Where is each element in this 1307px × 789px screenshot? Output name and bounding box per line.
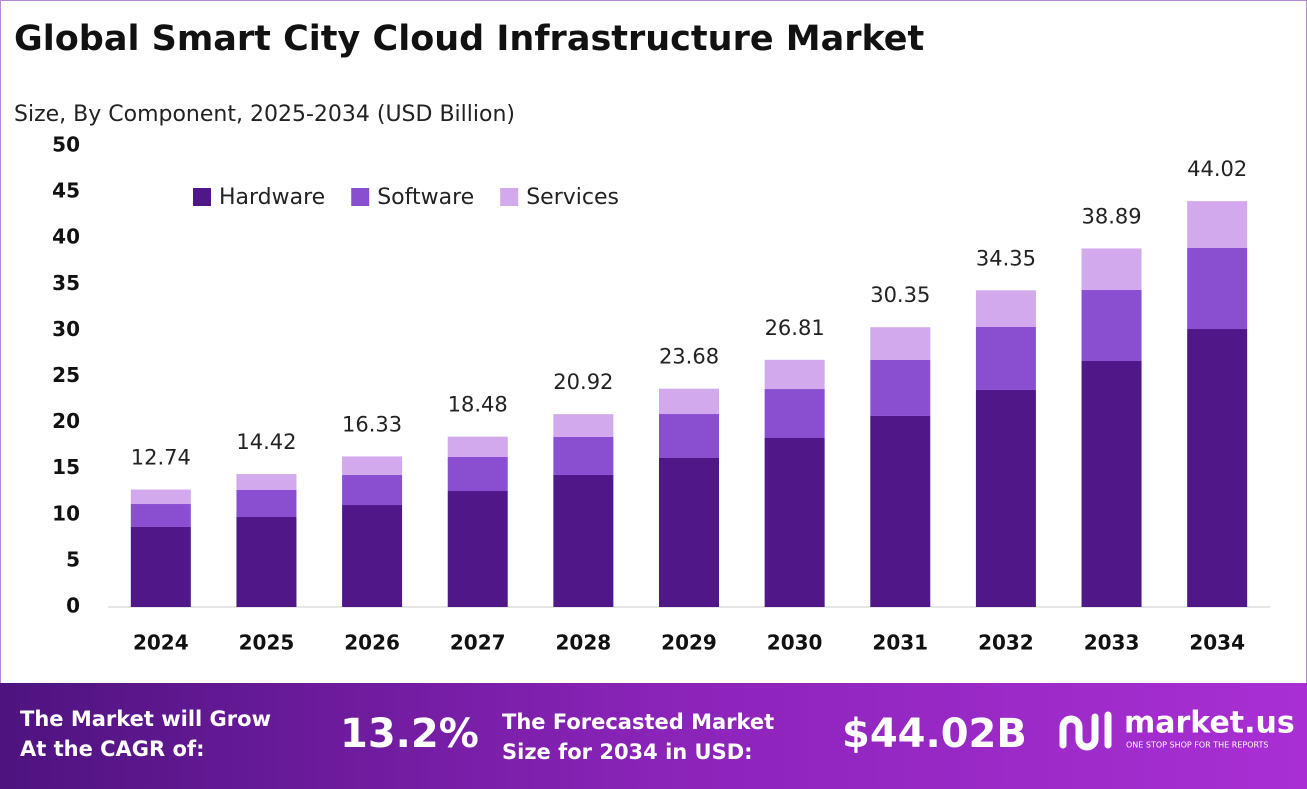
y-tick-label: 0 [66, 594, 80, 618]
total-label: 16.33 [342, 412, 402, 436]
bar-segment [342, 456, 403, 475]
bar-segment [975, 326, 1036, 390]
bar-segment [870, 415, 931, 607]
total-label: 18.48 [448, 393, 508, 417]
bar-segment [1081, 290, 1142, 362]
x-tick-label: 2025 [239, 631, 295, 655]
bar-segment [447, 456, 508, 492]
x-tick-label: 2027 [450, 631, 506, 655]
x-tick-label: 2034 [1189, 631, 1245, 655]
bar-segment [1081, 248, 1142, 291]
total-label: 38.89 [1081, 204, 1141, 228]
bar-segment [342, 505, 403, 607]
bar-segment [975, 290, 1036, 327]
bar-segment [342, 474, 403, 506]
legend-label: Hardware [219, 185, 325, 210]
bar-segment [659, 414, 719, 459]
footer-band [0, 683, 1307, 789]
bar-segment [764, 437, 825, 607]
y-tick-label: 25 [52, 363, 80, 387]
bar-segment [130, 526, 191, 607]
bar-segment [130, 504, 191, 527]
x-tick-label: 2026 [344, 631, 400, 655]
footer-text: The Forecasted Market [502, 710, 774, 734]
total-label: 14.42 [236, 430, 296, 454]
bar-segment [870, 359, 931, 416]
x-tick-label: 2031 [872, 631, 928, 655]
bar-segment [659, 458, 719, 607]
legend-label: Software [377, 185, 474, 210]
bar-segment [975, 389, 1036, 607]
x-tick-label: 2024 [133, 631, 189, 655]
y-tick-label: 30 [52, 317, 80, 341]
total-label: 12.74 [131, 446, 191, 470]
legend-swatch [193, 188, 211, 206]
bar-segment [764, 389, 825, 438]
bar-segment [870, 327, 931, 360]
x-tick-label: 2033 [1084, 631, 1140, 655]
total-label: 34.35 [976, 246, 1036, 270]
total-label: 30.35 [870, 283, 930, 307]
total-label: 20.92 [553, 370, 613, 394]
bar-segment [553, 414, 614, 437]
y-tick-label: 15 [52, 455, 80, 479]
chart-title: Global Smart City Cloud Infrastructure M… [14, 19, 924, 59]
legend-swatch [351, 188, 370, 206]
forecast-value: $44.02B [842, 711, 1027, 757]
y-tick-label: 10 [52, 501, 80, 525]
bar-segment [447, 491, 508, 607]
x-tick-label: 2028 [556, 631, 612, 655]
y-tick-label: 20 [52, 409, 80, 433]
y-tick-label: 50 [52, 133, 80, 157]
brand: market.us [1124, 706, 1295, 741]
y-tick-label: 5 [66, 547, 80, 571]
y-tick-label: 35 [52, 271, 80, 295]
cagr-value: 13.2% [340, 711, 479, 757]
footer-text: Size for 2034 in USD: [502, 740, 753, 764]
y-tick-label: 45 [52, 179, 80, 203]
y-tick-label: 40 [52, 225, 80, 249]
total-label: 23.68 [659, 345, 719, 369]
footer-text: At the CAGR of: [20, 737, 205, 761]
bar-segment [553, 436, 614, 475]
bar-segment [553, 474, 614, 607]
bar-segment [1187, 247, 1248, 330]
total-label: 26.81 [765, 316, 825, 340]
bar-segment [1187, 329, 1248, 607]
bar-segment [659, 388, 719, 415]
x-tick-label: 2029 [661, 631, 717, 655]
x-tick-label: 2030 [767, 631, 823, 655]
tagline: ONE STOP SHOP FOR THE REPORTS [1126, 741, 1268, 750]
legend-swatch [500, 188, 519, 206]
footer-text: The Market will Grow [20, 707, 271, 731]
total-label: 44.02 [1187, 157, 1247, 181]
logo-icon [1059, 711, 1112, 751]
bar-segment [447, 436, 508, 457]
bar-segment [236, 489, 297, 518]
bar-segment [1081, 361, 1142, 607]
bar-segment [1187, 201, 1248, 248]
bar-segment [130, 489, 191, 505]
chart-subtitle: Size, By Component, 2025-2034 (USD Billi… [14, 102, 515, 127]
legend-label: Services [526, 185, 619, 210]
bar-segment [236, 517, 297, 607]
bar-segment [764, 359, 825, 390]
x-tick-label: 2032 [978, 631, 1034, 655]
bar-segment [236, 474, 297, 490]
